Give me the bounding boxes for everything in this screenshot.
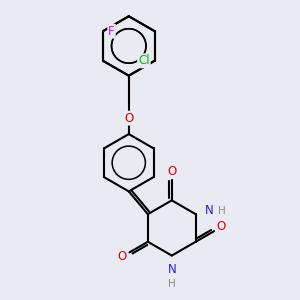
- Text: O: O: [124, 112, 134, 125]
- Text: H: H: [168, 279, 176, 289]
- Text: Cl: Cl: [138, 54, 150, 67]
- Text: N: N: [205, 205, 214, 218]
- Text: F: F: [108, 25, 115, 38]
- Text: H: H: [218, 206, 226, 216]
- Text: O: O: [117, 250, 127, 263]
- Text: O: O: [217, 220, 226, 233]
- Text: N: N: [167, 263, 176, 276]
- Text: O: O: [167, 165, 176, 178]
